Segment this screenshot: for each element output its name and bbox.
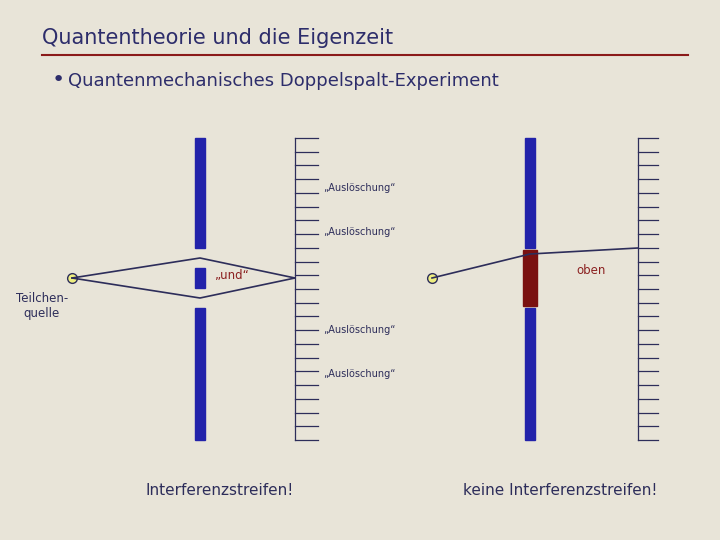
- Bar: [525, 308, 535, 440]
- Bar: [195, 138, 205, 248]
- Bar: [195, 268, 205, 288]
- Text: „Auslöschung“: „Auslöschung“: [323, 183, 395, 193]
- Bar: [525, 250, 535, 306]
- Text: Interferenzstreifen!: Interferenzstreifen!: [146, 483, 294, 498]
- Text: „Auslöschung“: „Auslöschung“: [323, 227, 395, 237]
- Text: Quantenmechanisches Doppelspalt-Experiment: Quantenmechanisches Doppelspalt-Experime…: [68, 72, 499, 90]
- Text: „und“: „und“: [215, 269, 250, 282]
- Text: Quantentheorie und die Eigenzeit: Quantentheorie und die Eigenzeit: [42, 28, 393, 48]
- Text: keine Interferenzstreifen!: keine Interferenzstreifen!: [463, 483, 657, 498]
- Bar: [525, 138, 535, 248]
- Bar: [195, 308, 205, 440]
- Bar: [523, 250, 537, 306]
- Text: „Auslöschung“: „Auslöschung“: [323, 325, 395, 335]
- Text: Teilchen-
quelle: Teilchen- quelle: [16, 292, 68, 320]
- Text: •: •: [52, 70, 66, 90]
- Text: oben: oben: [576, 264, 606, 276]
- Text: „Auslöschung“: „Auslöschung“: [323, 369, 395, 379]
